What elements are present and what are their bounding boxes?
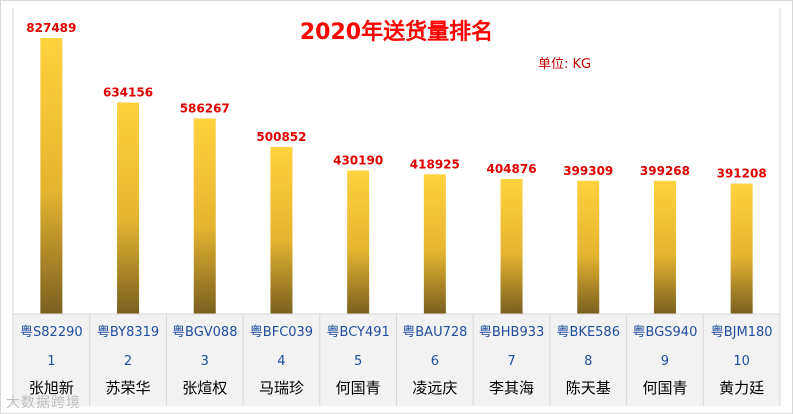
bar-value-label: 404876 <box>486 162 536 176</box>
rank-label: 4 <box>277 354 285 369</box>
driver-name-label: 黄力廷 <box>719 379 764 397</box>
bar-4 <box>270 146 293 314</box>
rank-label: 9 <box>661 354 669 369</box>
rank-label: 6 <box>431 354 439 369</box>
driver-name-label: 李其海 <box>489 379 534 397</box>
driver-name-label: 陈天基 <box>566 379 611 397</box>
driver-name-label: 何国青 <box>642 379 687 397</box>
rank-label: 3 <box>201 354 209 369</box>
bar-2 <box>117 102 140 314</box>
bar-value-label: 827489 <box>26 21 76 35</box>
bar-7 <box>500 178 523 314</box>
plate-label: 粤BAU728 <box>402 324 467 340</box>
driver-name-label: 张煊权 <box>182 379 227 397</box>
bar-value-label: 418925 <box>410 157 460 171</box>
plate-label: 粤BGV088 <box>172 324 237 340</box>
bar-3 <box>193 118 216 314</box>
bar-1 <box>40 38 63 314</box>
driver-name-label: 马瑞珍 <box>259 379 304 397</box>
bar-8 <box>577 180 600 314</box>
rank-label: 10 <box>733 354 750 369</box>
rank-label: 1 <box>47 354 55 369</box>
bar-value-label: 391208 <box>717 167 767 181</box>
plate-label: 粤BHB933 <box>479 324 544 340</box>
bar-value-label: 586267 <box>180 101 230 115</box>
rank-label: 5 <box>354 354 362 369</box>
watermark-text: 大数据跨境 <box>6 395 81 411</box>
bar-value-label: 430190 <box>333 154 383 168</box>
driver-name-label: 苏荣华 <box>106 379 151 397</box>
unit-label: 单位: KG <box>538 57 592 72</box>
bar-value-label: 399268 <box>640 164 690 178</box>
bar-6 <box>423 174 446 314</box>
driver-name-label: 何国青 <box>336 379 381 397</box>
rank-label: 7 <box>507 354 515 369</box>
rank-label: 8 <box>584 354 592 369</box>
plate-label: 粤BCY491 <box>327 324 390 340</box>
rank-label: 2 <box>124 354 132 369</box>
driver-name-label: 张旭新 <box>29 379 74 397</box>
driver-name-label: 凌远庆 <box>412 379 457 397</box>
plate-label: 粤BGS940 <box>633 324 698 340</box>
bar-value-label: 500852 <box>256 130 306 144</box>
plate-label: 粤BY8319 <box>97 324 159 340</box>
chart-title: 2020年送货量排名 <box>299 20 494 45</box>
bar-10 <box>730 183 753 314</box>
plate-label: 粤BFC039 <box>250 324 313 340</box>
plate-label: 粤BJM180 <box>711 324 773 340</box>
bar-9 <box>653 180 676 314</box>
plate-label: 粤S82290 <box>20 324 83 340</box>
bar-value-label: 634156 <box>103 85 153 99</box>
bar-value-label: 399309 <box>563 164 613 178</box>
plate-label: 粤BKE586 <box>557 324 620 340</box>
bar-5 <box>347 170 370 314</box>
